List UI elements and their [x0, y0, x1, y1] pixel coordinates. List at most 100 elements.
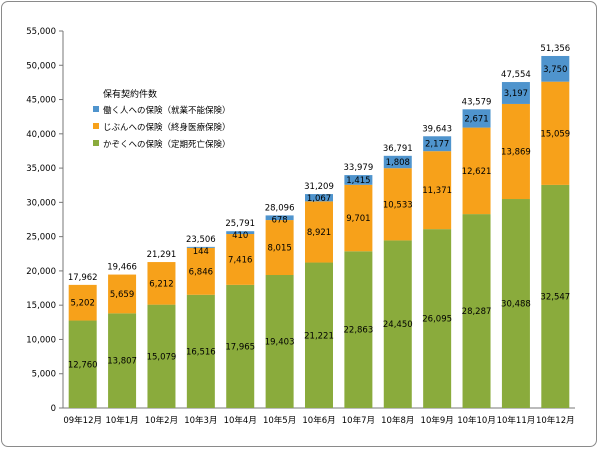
bar-segment	[344, 251, 373, 408]
x-tick-label: 10年8月	[381, 415, 414, 426]
total-label: 39,643	[422, 124, 452, 134]
bar-segment	[383, 240, 412, 408]
bar-segment	[265, 215, 294, 221]
data-label: 30,488	[501, 300, 531, 310]
total-label: 36,791	[383, 144, 413, 154]
data-label: 17,965	[225, 342, 255, 352]
bar-segment	[423, 136, 452, 152]
bar-segment	[501, 82, 530, 104]
total-label: 47,554	[501, 70, 531, 80]
y-tick-label: 0	[51, 404, 56, 414]
data-label: 144	[193, 247, 209, 257]
legend-label: じぶんへの保険（終身医療保険）	[103, 122, 231, 133]
total-label: 43,579	[462, 97, 492, 107]
data-label: 678	[271, 215, 287, 225]
x-tick-label: 10年6月	[302, 415, 335, 426]
data-labels: 12,760 5,202 17,962 13,807 5,659 19,466 15,079…	[68, 44, 570, 370]
total-label: 33,979	[344, 163, 374, 173]
x-tick-label: 10年2月	[145, 415, 178, 426]
bar-segment	[108, 313, 137, 408]
bar-segment	[68, 320, 97, 408]
bar-segment	[305, 262, 333, 408]
bar-segment	[344, 175, 373, 185]
legend: 保有契約件数 働く人への保険（就業不能保険） じぶんへの保険（終身医療保険） かぞく…	[93, 88, 231, 150]
data-label: 24,450	[383, 320, 413, 330]
y-tick-label: 45,000	[26, 96, 56, 106]
x-tick-label: 09年12月	[63, 415, 102, 426]
data-label: 2,671	[464, 114, 488, 124]
data-label: 28,287	[462, 307, 492, 317]
y-tick-label: 35,000	[26, 164, 56, 174]
x-tick-label: 10年4月	[224, 415, 257, 426]
total-label: 23,506	[186, 235, 216, 245]
legend-title: 保有契約件数	[103, 88, 157, 100]
x-tick-label: 10年10月	[457, 415, 496, 426]
x-tick-label: 10年7月	[342, 415, 375, 426]
bar-segment	[265, 275, 294, 408]
bar-segment	[305, 194, 333, 202]
bar-segment	[383, 155, 412, 169]
y-tick-label: 25,000	[26, 233, 56, 243]
bar-segment	[344, 184, 373, 252]
bar-segment	[541, 81, 570, 185]
bar-segment	[383, 168, 412, 241]
data-label: 3,750	[543, 65, 567, 75]
data-label: 11,371	[422, 186, 452, 196]
x-tick-label: 10年9月	[421, 415, 454, 426]
total-label: 28,096	[265, 203, 295, 213]
data-label: 32,547	[540, 292, 570, 302]
bar-segment	[265, 220, 294, 276]
bar-segment	[108, 274, 137, 314]
y-tick-label: 40,000	[26, 130, 56, 140]
bar-segment	[226, 231, 255, 235]
total-label: 21,291	[147, 250, 177, 260]
bar-segment	[462, 109, 491, 128]
axes: 0 5,000 10,000 15,000 20,000 25,000 30,000 35,0…	[26, 27, 575, 426]
data-label: 7,416	[228, 255, 252, 265]
bar-segment	[462, 214, 491, 408]
bar-segment	[186, 247, 215, 295]
legend-label: 働く人への保険（就業不能保険）	[103, 105, 231, 116]
bar-segment	[147, 304, 176, 408]
x-tick-label: 10年11月	[497, 415, 536, 426]
x-tick-label: 10年1月	[105, 415, 138, 426]
bar-segment	[147, 262, 176, 305]
data-label: 8,921	[307, 228, 331, 238]
data-label: 12,760	[68, 360, 98, 370]
data-label: 1,415	[346, 176, 370, 186]
bar-segment	[68, 284, 97, 321]
data-label: 1,067	[307, 194, 331, 204]
y-tick-label: 30,000	[26, 198, 56, 208]
bar-segment	[305, 201, 333, 263]
legend-swatch	[93, 106, 99, 112]
bar-segment	[462, 127, 491, 215]
y-tick-label: 5,000	[32, 370, 56, 380]
data-label: 21,221	[304, 331, 334, 341]
bars	[68, 55, 570, 408]
total-label: 25,791	[225, 219, 255, 229]
y-tick-label: 15,000	[26, 301, 56, 311]
bar-segment	[541, 184, 570, 408]
total-label: 17,962	[68, 273, 98, 283]
data-label: 15,079	[147, 352, 177, 362]
data-label: 5,659	[110, 290, 134, 300]
data-label: 1,808	[386, 158, 410, 168]
x-tick-label: 10年12月	[536, 415, 575, 426]
legend-label: かぞくへの保険（定期死亡保険）	[103, 139, 231, 150]
bar-segment	[501, 199, 530, 408]
data-label: 13,869	[501, 147, 531, 157]
data-label: 6,212	[149, 279, 173, 289]
data-label: 10,533	[383, 200, 413, 210]
data-label: 5,202	[71, 299, 95, 309]
data-label: 16,516	[186, 347, 216, 357]
data-label: 3,197	[504, 89, 528, 99]
bar-segment	[541, 55, 570, 82]
bar-segment	[186, 294, 215, 408]
total-label: 51,356	[540, 44, 570, 54]
x-tick-label: 10年5月	[263, 415, 296, 426]
legend-swatch	[93, 123, 99, 129]
y-tick-label: 10,000	[26, 335, 56, 345]
total-label: 31,209	[304, 182, 334, 192]
x-tick-label: 10年3月	[184, 415, 217, 426]
